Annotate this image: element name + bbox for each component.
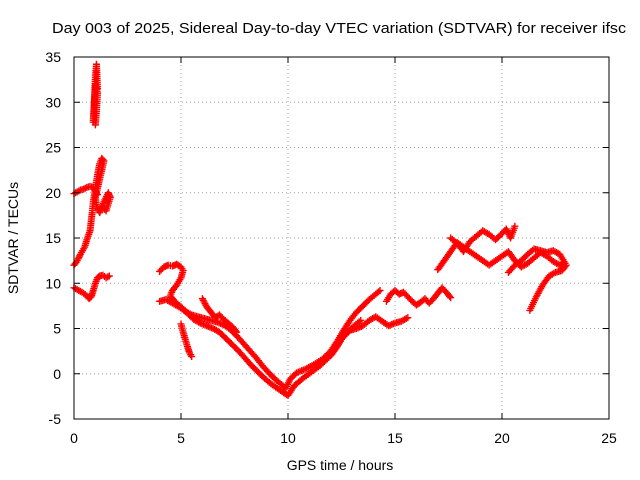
series-trace-m (504, 245, 570, 314)
data-point (98, 205, 106, 213)
y-tick-label: -5 (49, 411, 62, 427)
data-point (511, 222, 519, 230)
y-tick-label: 30 (45, 94, 61, 110)
data-point (375, 288, 383, 296)
series-trace-g (177, 320, 196, 361)
y-tick-label: 0 (53, 366, 61, 382)
data-point (376, 286, 384, 294)
data-point (446, 292, 454, 300)
data-point (233, 328, 241, 336)
data-point (188, 353, 196, 361)
series-trace-e (156, 286, 384, 392)
data-point (357, 316, 365, 324)
data-point (404, 314, 412, 322)
data-point (75, 187, 83, 195)
axis-ticks: 0 5 10 15 20 25 -5 0 5 10 15 20 25 30 35 (45, 49, 617, 446)
y-tick-label: 15 (45, 230, 61, 246)
y-tick-label: 20 (45, 185, 61, 201)
series-trace-j (382, 284, 455, 309)
series-trace-h (198, 295, 241, 336)
data-point (447, 294, 455, 302)
series-trace-f (156, 260, 365, 399)
series-trace-i (327, 313, 412, 360)
data-point (402, 315, 410, 323)
y-tick-label: 5 (53, 321, 61, 337)
data-layer (70, 60, 570, 399)
y-tick-label: 25 (45, 140, 61, 156)
grid (74, 57, 609, 419)
data-point (232, 327, 240, 335)
x-axis-label: GPS time / hours (287, 457, 394, 473)
x-tick-label: 25 (601, 430, 617, 446)
data-point (105, 272, 113, 280)
data-point (81, 184, 89, 192)
x-tick-label: 20 (494, 430, 510, 446)
data-point (526, 306, 534, 314)
chart-title: Day 003 of 2025, Sidereal Day-to-day VTE… (52, 20, 627, 37)
series-trace-d (70, 271, 113, 303)
series-trace-b (70, 154, 114, 269)
data-point (94, 85, 102, 93)
series-trace-l (447, 222, 519, 256)
x-tick-label: 10 (280, 430, 296, 446)
x-tick-label: 0 (70, 430, 78, 446)
series-trace-a (89, 60, 102, 129)
y-tick-label: 10 (45, 275, 61, 291)
data-point (195, 318, 203, 326)
x-tick-label: 15 (387, 430, 403, 446)
y-tick-label: 35 (45, 49, 61, 65)
data-point (104, 273, 112, 281)
x-tick-label: 5 (177, 430, 185, 446)
y-axis-label: SDTVAR / TECUs (5, 182, 21, 294)
data-point (94, 191, 102, 199)
